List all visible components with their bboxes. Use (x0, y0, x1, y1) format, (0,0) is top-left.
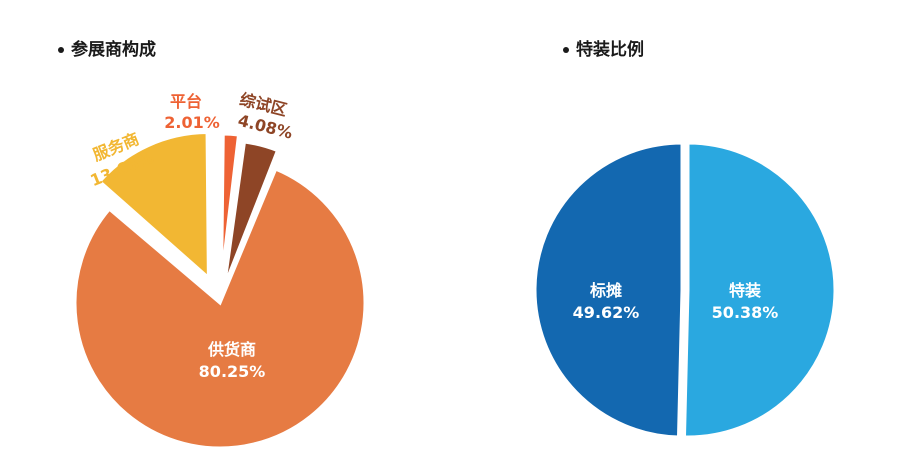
slice-name-label: 平台 (170, 92, 202, 111)
slice-percent-label: 50.38% (712, 303, 779, 322)
chart-title-exhibitor: 参展商构成 (58, 35, 156, 60)
pie-slice-特装 (682, 141, 837, 439)
slice-percent-label: 2.01% (164, 113, 220, 132)
slice-percent-label: 49.62% (573, 303, 640, 322)
slice-name-label: 标摊 (589, 281, 622, 300)
slice-name-label: 供货商 (207, 340, 256, 359)
bullet-icon (58, 47, 64, 53)
slice-name-label: 特装 (729, 281, 761, 300)
slice-percent-label: 80.25% (199, 362, 266, 381)
pie-slice-供货商 (73, 167, 367, 450)
slice-percent-label: 4.08% (236, 111, 294, 143)
pie-slice-平台 (220, 132, 241, 280)
pie-slice-服务商 (97, 131, 210, 281)
pie-slice-综试区 (223, 140, 280, 287)
bullet-icon (563, 47, 569, 53)
chart-title-special: 特装比例 (563, 35, 644, 60)
pie-slice-标摊 (533, 141, 684, 439)
